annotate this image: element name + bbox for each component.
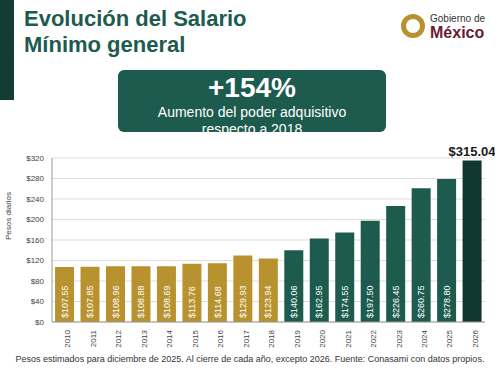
svg-text:2023: 2023 <box>395 329 404 347</box>
svg-text:2020: 2020 <box>318 329 327 347</box>
svg-text:$80: $80 <box>31 277 45 286</box>
svg-text:2022: 2022 <box>369 329 378 347</box>
svg-text:2016: 2016 <box>216 329 225 347</box>
svg-text:$107.55: $107.55 <box>60 285 70 318</box>
svg-text:$0: $0 <box>35 318 44 327</box>
svg-text:$108.69: $108.69 <box>162 285 172 318</box>
html-text:Evolución del Salario Mínimo g: Evolución del Salario Mínimo general <box>24 6 247 57</box>
svg-text:$278.80: $278.80 <box>442 285 452 318</box>
svg-text:$114.68: $114.68 <box>213 286 223 318</box>
svg-text:2013: 2013 <box>140 329 149 347</box>
html-text:Pesos estimados para diciembre: Pesos estimados para diciembre de 2025. … <box>15 354 485 364</box>
svg-text:2012: 2012 <box>114 329 123 347</box>
svg-text:$315.04: $315.04 <box>449 144 492 159</box>
svg-text:$160: $160 <box>26 236 44 245</box>
svg-text:2018: 2018 <box>267 329 276 347</box>
svg-text:$174.55: $174.55 <box>340 285 350 318</box>
svg-text:2017: 2017 <box>242 329 251 347</box>
svg-text:$40: $40 <box>31 297 45 306</box>
svg-text:2021: 2021 <box>344 329 353 347</box>
svg-text:$280: $280 <box>26 174 44 183</box>
svg-text:2024: 2024 <box>420 329 429 347</box>
svg-text:$120: $120 <box>26 256 44 265</box>
svg-text:$108.88: $108.88 <box>136 285 146 318</box>
svg-text:2011: 2011 <box>89 329 98 347</box>
svg-text:2014: 2014 <box>165 329 174 347</box>
html-text:Aumento del poder adquisitivo: Aumento del poder adquisitivo respecto a… <box>157 104 347 137</box>
svg-text:$162.95: $162.95 <box>314 285 324 318</box>
svg-text:$129.93: $129.93 <box>238 285 248 318</box>
svg-text:$140.06: $140.06 <box>289 285 299 318</box>
svg-text:$240: $240 <box>26 195 44 204</box>
html-text:Gobierno de: Gobierno de <box>430 13 485 24</box>
svg-text:$197.50: $197.50 <box>365 285 375 318</box>
html-text:México: México <box>430 24 485 41</box>
svg-text:2019: 2019 <box>293 329 302 347</box>
svg-text:$107.85: $107.85 <box>85 285 95 318</box>
svg-text:$226.45: $226.45 <box>391 285 401 318</box>
svg-text:2025: 2025 <box>445 329 454 347</box>
svg-text:$108.96: $108.96 <box>111 285 121 318</box>
svg-text:Pesos diarios: Pesos diarios <box>8 192 13 240</box>
svg-text:2015: 2015 <box>191 329 200 347</box>
svg-text:$260.75: $260.75 <box>416 285 426 318</box>
svg-text:2010: 2010 <box>63 329 72 347</box>
svg-text:$200: $200 <box>26 215 44 224</box>
html-text:+154%: +154% <box>208 72 296 103</box>
svg-text:2026: 2026 <box>471 329 480 347</box>
svg-text:$320: $320 <box>26 154 44 163</box>
svg-text:$123.94: $123.94 <box>263 285 273 318</box>
svg-text:$113.76: $113.76 <box>187 286 197 318</box>
